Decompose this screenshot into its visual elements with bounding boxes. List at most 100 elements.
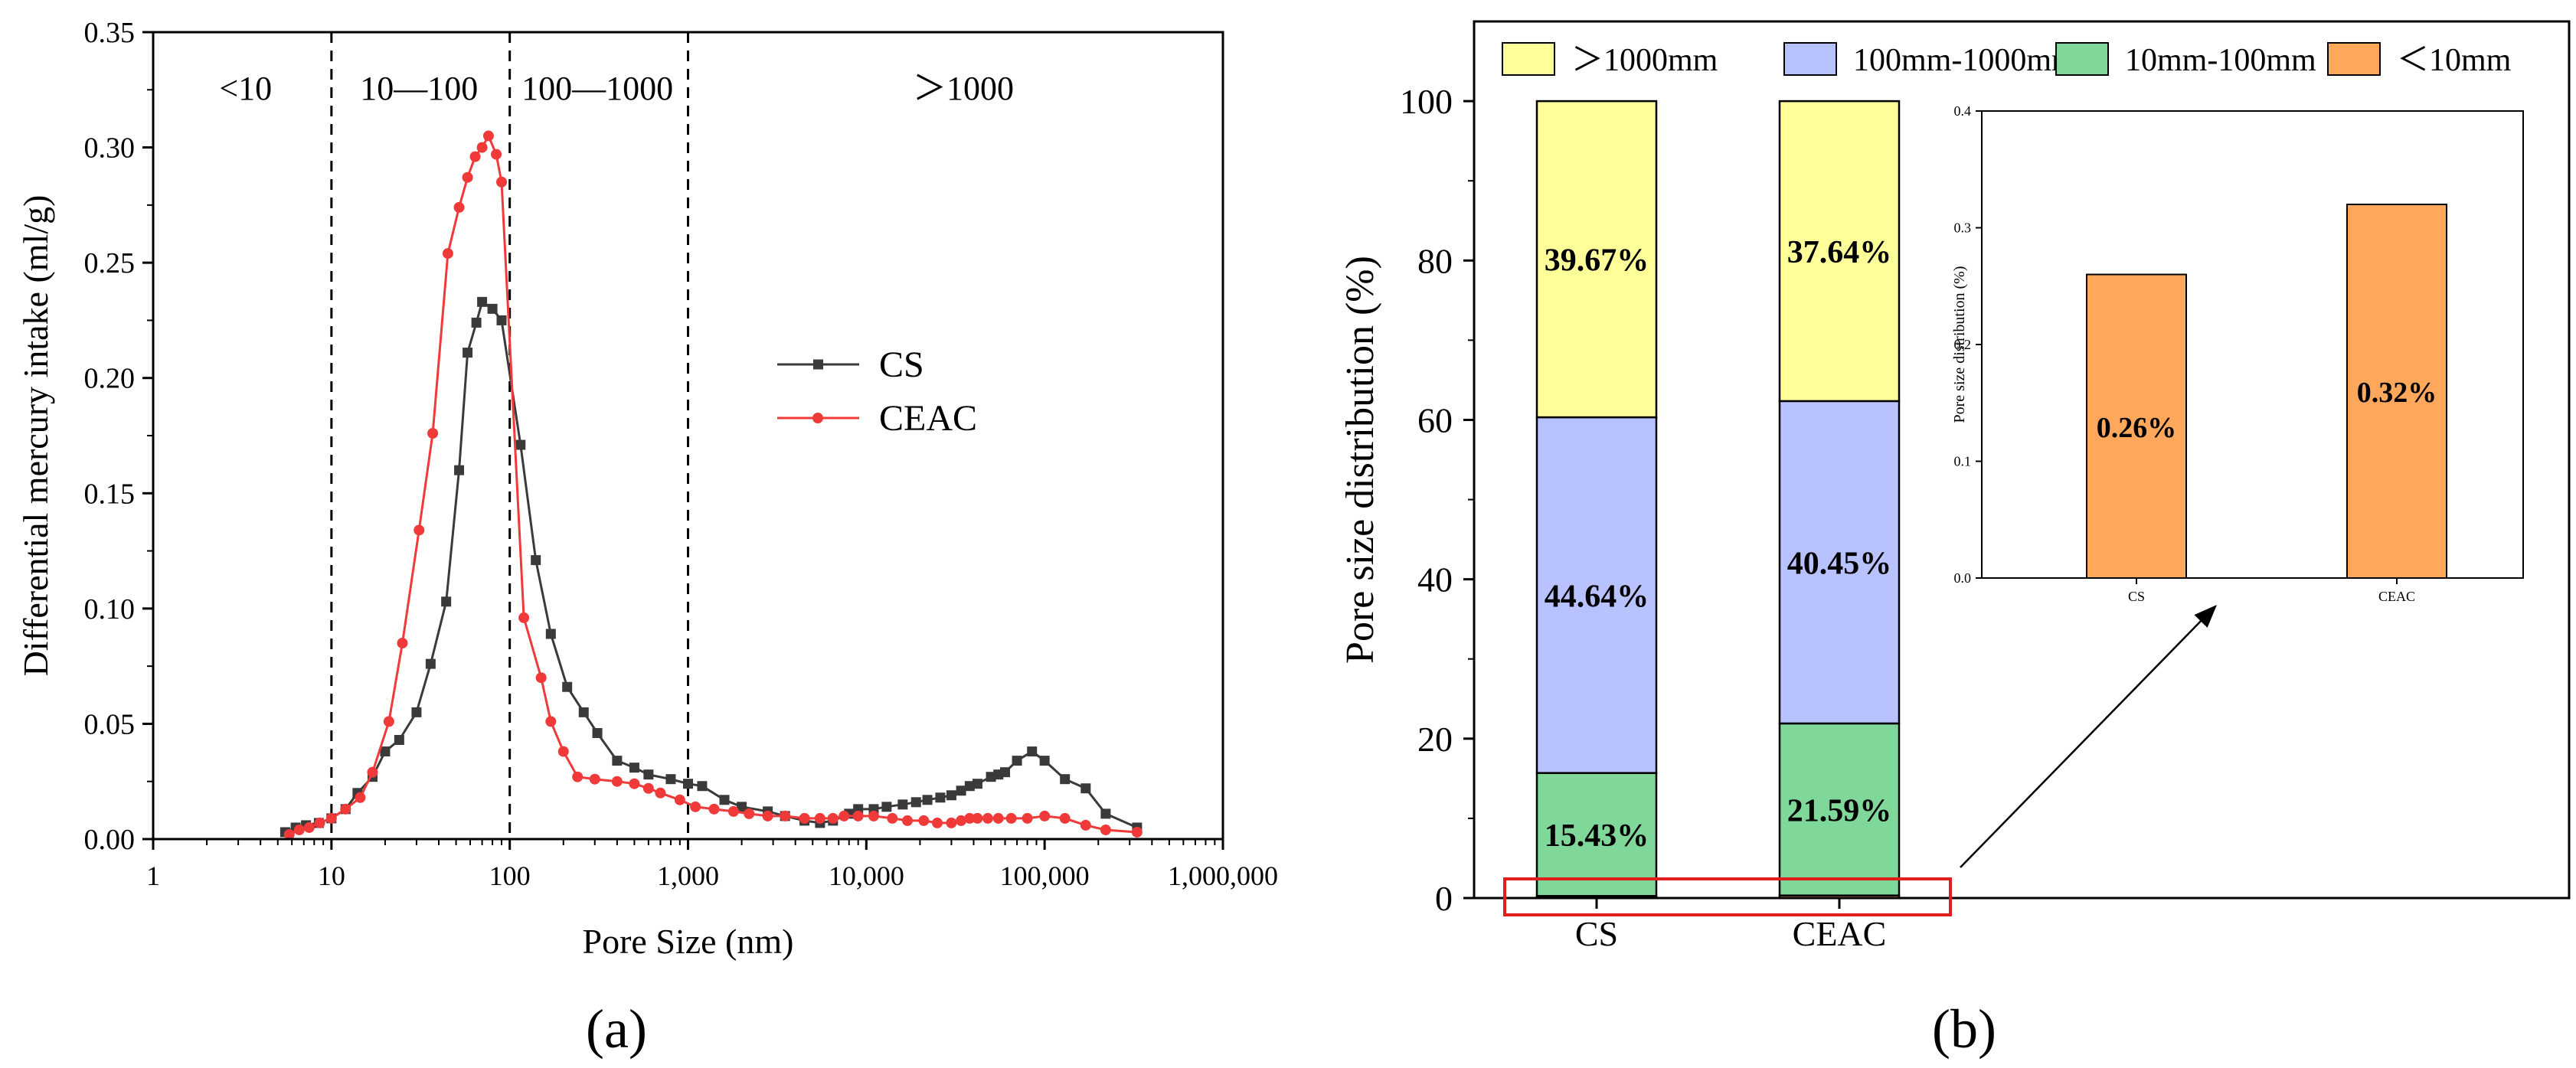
y-tick-label: 0.15 (84, 478, 136, 510)
data-point-cs (496, 315, 507, 325)
y-tick-label: 0.30 (84, 132, 136, 165)
data-point-ceac (901, 815, 913, 826)
data-point-cs (897, 799, 908, 810)
data-point-cs (454, 465, 465, 475)
data-point-cs (487, 303, 498, 314)
data-point-ceac (367, 766, 378, 778)
y-tick-label: 0 (1435, 879, 1453, 918)
data-point-ceac (629, 778, 640, 789)
data-point-cs (1000, 767, 1011, 778)
data-point-cs (477, 296, 488, 307)
panel-a-dividers (330, 32, 689, 839)
data-point-ceac (887, 812, 898, 824)
y-tick-label: 60 (1417, 400, 1453, 439)
data-point-cs (643, 769, 654, 780)
panel-a-ticks: 1 10 100 1,000 10,000 100,000 1,000,000 0.00 0.0… (84, 17, 1279, 891)
y-tick-label: 40 (1417, 560, 1453, 599)
data-point-ceac (1080, 819, 1091, 831)
panel-b-y-axis-label: Pore size distribution (%) (1339, 256, 1382, 664)
data-point-ceac (496, 176, 508, 188)
legend-label: ＜10mm (2397, 43, 2512, 78)
data-point-cs (441, 596, 452, 607)
data-point-ceac (283, 828, 295, 840)
data-point-ceac (383, 716, 394, 727)
data-point-ceac (982, 812, 993, 824)
data-point-cs (411, 707, 422, 717)
data-point-ceac (1131, 826, 1143, 838)
data-point-cs (1100, 808, 1111, 819)
data-point-ceac (476, 142, 488, 153)
data-point-cs (578, 707, 589, 717)
data-point-ceac (931, 817, 943, 828)
bar-label: 15.43% (1545, 818, 1649, 854)
data-point-cs (629, 763, 639, 773)
data-point-ceac (442, 248, 453, 260)
data-point-ceac (839, 810, 850, 821)
legend-label: 10mm-100mm (2125, 43, 2316, 78)
y-tick-label: 0.35 (84, 17, 136, 49)
x-tick-label: 1,000 (657, 861, 719, 891)
data-point-ceac (690, 801, 701, 812)
panel-b-label: (b) (1932, 998, 1996, 1060)
data-point-ceac (557, 746, 569, 757)
bar-label: 44.64% (1545, 579, 1649, 614)
data-point-ceac (589, 773, 600, 785)
bar-segment-ceac-gt1000 (1778, 100, 1901, 403)
data-point-ceac (744, 808, 755, 819)
panel-a-legend: CS CEAC (777, 345, 977, 439)
inset-y-tick-label: 0.4 (1954, 103, 1972, 119)
data-point-cs (545, 629, 556, 639)
region-label: 100—1000 (521, 70, 673, 107)
data-point-ceac (642, 782, 654, 794)
data-point-cs (531, 555, 541, 566)
inset-x-tick-label-cs: CS (2128, 589, 2145, 604)
data-point-ceac (780, 810, 791, 821)
panel-b-stacked-bar-chart: 15.43% 44.64% 39.67% 21.59% 40.45% 37.64% 0 20… (1339, 20, 2571, 1060)
data-point-cs (515, 439, 526, 450)
region-label: ＞1000 (913, 70, 1014, 107)
data-point-ceac (799, 812, 810, 824)
panel-a-region-labels: <10 10—100 100—1000 ＞1000 (219, 70, 1014, 107)
y-tick-label: 0.00 (84, 824, 136, 856)
data-point-cs (935, 792, 946, 803)
data-point-ceac (611, 776, 623, 787)
inset-bar-label: 0.26% (2097, 412, 2177, 444)
data-point-ceac (535, 672, 547, 684)
data-point-ceac (674, 794, 685, 805)
panel-b-ticks: 0 20 40 60 80 100 CS CEAC (1400, 82, 1886, 953)
inset-y-tick-label: 0.1 (1954, 454, 1972, 469)
data-point-ceac (814, 812, 825, 824)
data-point-cs (683, 779, 693, 789)
data-point-ceac (727, 805, 739, 817)
bar-segment-ceac-10-100 (1778, 722, 1901, 897)
x-tick-label-cs: CS (1575, 914, 1618, 953)
legend-swatch (1783, 42, 1837, 76)
legend-label-ceac: CEAC (879, 398, 977, 439)
data-point-cs (1027, 746, 1038, 757)
data-point-cs (463, 348, 473, 358)
inset-bar-chart: 0.0 0.1 0.2 0.3 0.4 CS 0.26% CEAC 0.32% Pore size… (1951, 103, 2524, 604)
data-point-cs (394, 735, 404, 746)
data-point-ceac (314, 817, 325, 828)
inset-bar-label: 0.32% (2357, 377, 2437, 409)
data-point-cs (881, 802, 892, 812)
bar-segment-cs-gt1000 (1535, 100, 1658, 419)
data-point-cs (665, 774, 676, 785)
inset-bar-cs (2086, 273, 2187, 579)
panel-a-series (280, 130, 1143, 840)
data-point-ceac (946, 817, 957, 828)
data-point-cs (1080, 783, 1091, 794)
panel-a-y-axis-label: Differential mercury intake (ml/g) (16, 195, 55, 677)
x-tick-label: 10 (318, 861, 345, 891)
inset-y-tick-label: 0.0 (1954, 570, 1972, 586)
bar-segment-cs-10-100 (1535, 772, 1658, 897)
data-point-ceac (827, 812, 839, 824)
x-tick-label: 100,000 (1000, 861, 1090, 891)
inset-arrow-head (2194, 605, 2217, 628)
data-point-ceac (964, 812, 976, 824)
inset-bar-ceac (2346, 204, 2447, 579)
x-tick-label-ceac: CEAC (1793, 914, 1887, 953)
data-point-ceac (572, 771, 584, 782)
bar-label: 40.45% (1787, 546, 1892, 581)
